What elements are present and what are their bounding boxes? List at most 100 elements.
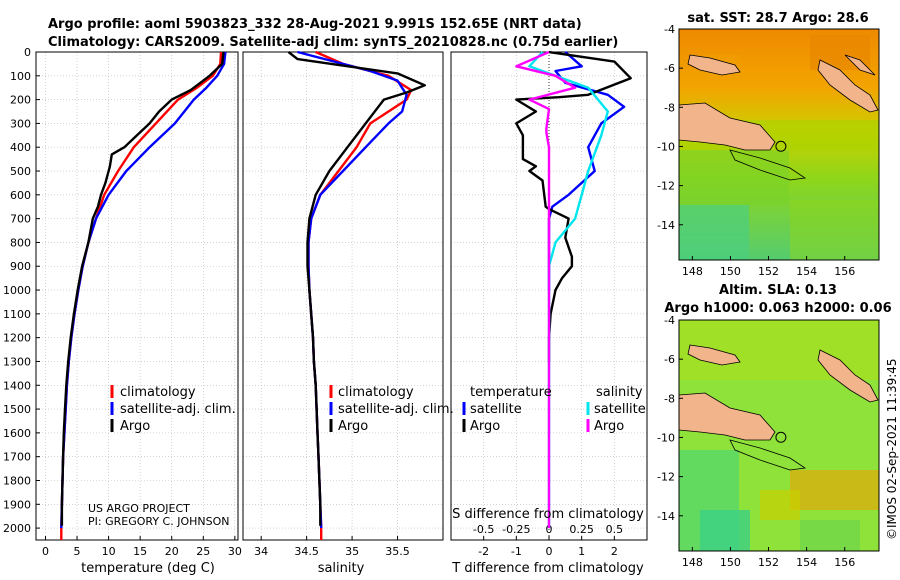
map-y-tick-label: -14 [657,219,675,232]
y-tick-label: 500 [10,165,31,178]
credit-line1: US ARGO PROJECT [88,502,190,515]
y-tick-label: 1200 [3,332,31,345]
x2-tick-label: -0.5 [473,523,494,536]
legend-satellite-label: satellite-adj. clim. [120,402,236,417]
credit-line2: PI: GREGORY C. JOHNSON [88,515,229,528]
x-tick-label: 35 [345,545,359,558]
y-tick-label: 1700 [3,451,31,464]
map-x-tick-label: 156 [834,556,855,569]
sla-map-frame [678,319,880,552]
sst-coastlines [679,54,879,181]
y-tick-label: 1900 [3,498,31,511]
legend-argo-label: Argo [120,419,150,434]
x-tick-label: 34 [254,545,268,558]
map-x-tick-label: 148 [682,556,703,569]
y-tick-label: 1800 [3,474,31,487]
x-tick-label: 1 [578,545,585,558]
map-y-tick-label: -6 [664,62,675,75]
y-tick-label: 1500 [3,403,31,416]
legend-temperature-title: temperature [470,385,552,400]
y-tick-label: 900 [10,260,31,273]
t-difference-xlabel: T difference from climatology [451,561,644,576]
plot-frame [35,51,239,541]
diff-legend-t-argo-label: Argo [470,419,500,434]
legend-salinity-title: salinity [596,385,643,400]
s-difference-xlabel: S difference from climatology [452,507,644,522]
series-line-climatology [60,51,223,540]
map-y-tick-label: -8 [664,392,675,405]
map-x-tick-label: 150 [720,265,741,278]
sla-map [678,319,880,552]
temperature-xlabel: temperature (deg C) [81,561,215,576]
x2-tick-label: 0.25 [569,523,594,536]
x-tick-label: 34.5 [294,545,319,558]
map-y-tick-label: -8 [664,101,675,114]
y-tick-label: 1400 [3,379,31,392]
sst-map-frame [678,28,880,261]
map-y-tick-label: -14 [657,510,675,523]
x-tick-label: 20 [165,545,179,558]
x-tick-label: 5 [74,545,81,558]
temperature-panel: 0100200300400500600700800900100011001200… [3,46,242,558]
difference-legend: temperature salinity satellite Argo sate… [462,385,646,434]
y-tick-label: 400 [10,141,31,154]
x-tick-label: 35.5 [385,545,410,558]
salinity-legend: climatology satellite-adj. clim. Argo [329,385,454,434]
x2-tick-label: 0.5 [606,523,624,536]
y-tick-label: 1000 [3,284,31,297]
y-tick-label: 100 [10,70,31,83]
x-tick-label: -1 [511,545,522,558]
y-tick-label: 2000 [3,522,31,535]
map-x-tick-label: 152 [758,556,779,569]
map-y-tick-label: -12 [657,471,675,484]
x-tick-label: 2 [611,545,618,558]
x-tick-label: 10 [102,545,116,558]
y-tick-label: 1100 [3,308,31,321]
y-tick-label: 700 [10,213,31,226]
y-tick-label: 200 [10,94,31,107]
map-y-tick-label: -4 [664,23,675,36]
sla-argo-marker [775,431,787,443]
series-line-argo [60,51,225,526]
figure-title-line1: Argo profile: aoml 5903823_332 28-Aug-20… [48,17,582,32]
figure-title-line2: Climatology: CARS2009. Satellite-adj cli… [48,35,618,50]
plot-frame [242,51,444,541]
series-line-t-argo [515,50,632,362]
x-tick-label: 0 [42,545,49,558]
x-tick-label: 15 [133,545,147,558]
sst-argo-marker [775,140,787,152]
series-line-climatology [307,50,413,540]
sla-map-title-line1: Altim. SLA: 0.13 [719,283,837,298]
map-x-tick-label: 154 [796,265,817,278]
map-y-tick-label: -4 [664,314,675,327]
map-y-tick-label: -10 [657,140,675,153]
sal-legend-argo-label: Argo [338,419,368,434]
sal-legend-satellite-label: satellite-adj. clim. [338,402,454,417]
y-tick-label: 1300 [3,355,31,368]
x-tick-label: 30 [228,545,242,558]
legend-climatology-label: climatology [120,385,196,400]
difference-panel: -2 -1 0 1 2-0.5 -0.25 0 0.25 0.5 [450,50,648,558]
series-line-satellite-adj-clim- [60,51,227,529]
x-tick-label: -2 [478,545,489,558]
series-line-s-argo [515,50,577,529]
sst-map-ticks: 148 150 152 154 156 -4 -6 -8 -10 -12 -14 [657,23,855,278]
y-tick-label: 0 [24,46,31,59]
y-tick-label: 800 [10,236,31,249]
sst-map-title: sat. SST: 28.7 Argo: 28.6 [687,11,868,26]
sla-map-ticks: 148 150 152 154 156 -4 -6 -8 -10 -12 -14 [657,314,855,569]
salinity-panel: 34 34.5 35 35.5 [242,50,444,558]
diff-legend-s-satellite-label: satellite [594,402,646,417]
map-x-tick-label: 150 [720,556,741,569]
imos-timestamp: ©IMOS 02-Sep-2021 11:39:45 [885,358,899,540]
sst-map [678,28,880,261]
map-x-tick-label: 154 [796,556,817,569]
sla-coastlines [679,344,879,471]
y-tick-label: 300 [10,117,31,130]
x-tick-label: 0 [546,545,553,558]
y-tick-label: 1600 [3,427,31,440]
diff-legend-t-satellite-label: satellite [470,402,522,417]
map-y-tick-label: -6 [664,353,675,366]
map-y-tick-label: -10 [657,431,675,444]
